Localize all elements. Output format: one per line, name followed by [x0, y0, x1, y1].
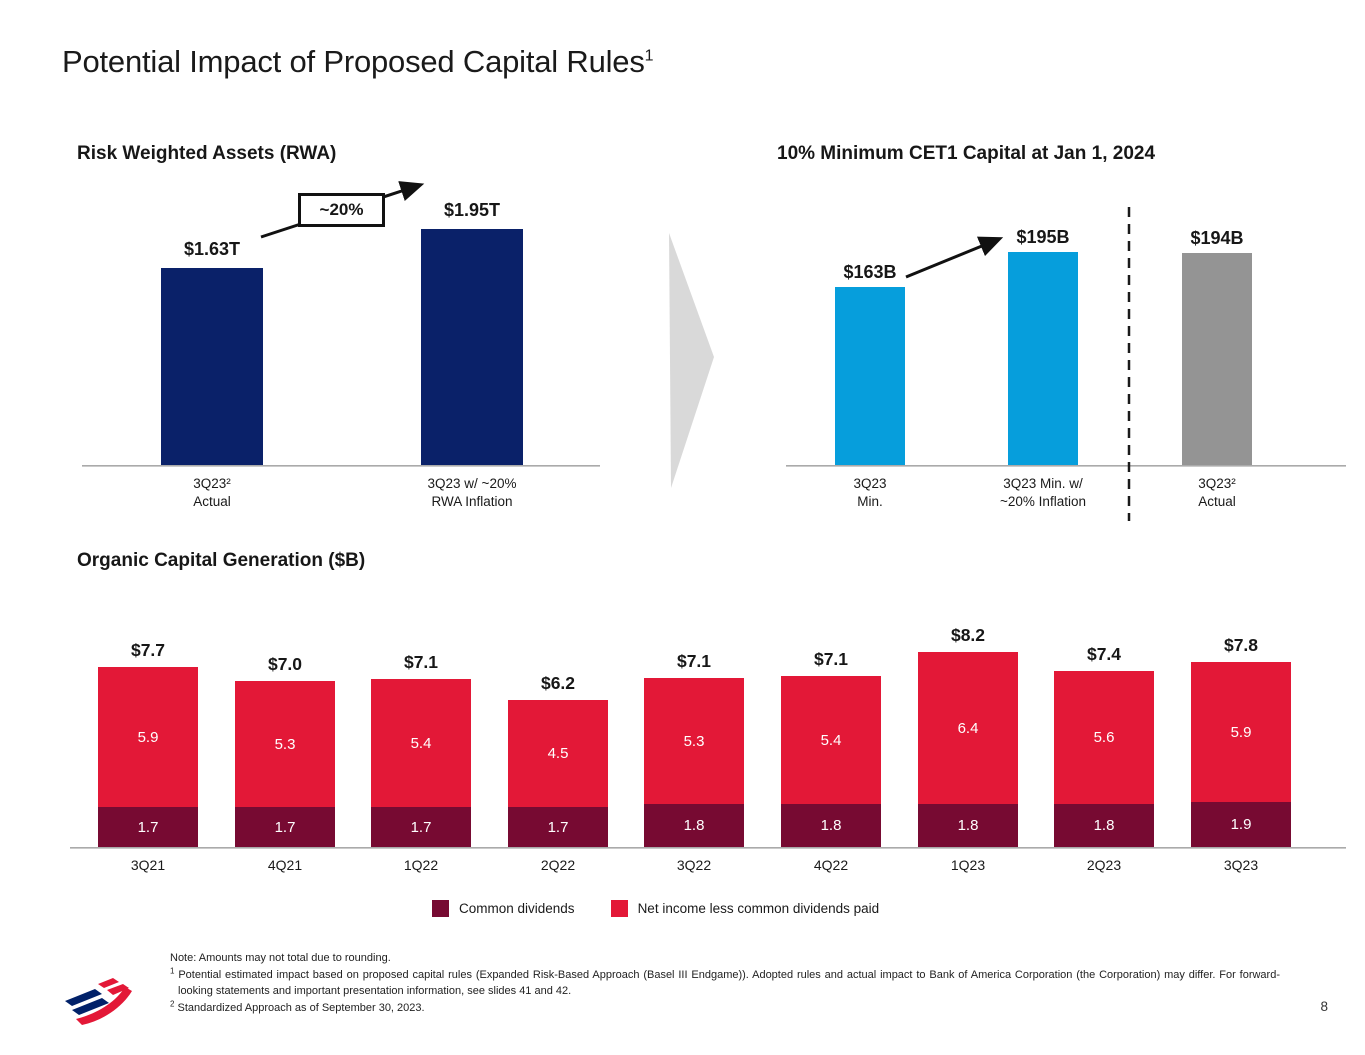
- legend-swatch-common-dividends: [432, 900, 449, 917]
- footnote-2-marker: 2: [170, 998, 175, 1008]
- ocg-total-label: $7.7: [130, 640, 166, 660]
- rwa-axis-label: 3Q23 w/ ~20% RWA Inflation: [427, 476, 517, 509]
- ocg-segment-common-dividends: 1.9: [1191, 802, 1291, 847]
- footnote-1-text: Potential estimated impact based on prop…: [178, 968, 1280, 998]
- cet1-bar-value-label: $163B: [843, 262, 897, 282]
- cet1-bar-value-label: $194B: [1190, 228, 1244, 248]
- ocg-segment-net-income: 5.9: [1191, 662, 1291, 802]
- rwa-axis-label: 3Q23² Actual: [193, 476, 231, 509]
- ocg-segment-net-income: 5.4: [781, 676, 881, 804]
- legend-item-common-dividends: Common dividends: [432, 900, 575, 917]
- footnote-1: 1 Potential estimated impact based on pr…: [170, 965, 1280, 1000]
- ocg-segment-common-dividends: 1.7: [235, 807, 335, 847]
- ocg-legend: Common dividends Net income less common …: [432, 900, 879, 917]
- page-title: Potential Impact of Proposed Capital Rul…: [62, 44, 654, 80]
- ocg-total-label: $7.4: [1086, 644, 1122, 664]
- ocg-axis-label: 4Q21: [267, 857, 303, 873]
- legend-swatch-net-income: [610, 900, 628, 917]
- footnotes: Note: Amounts may not total due to round…: [170, 950, 1280, 1016]
- cet1-bar: [1008, 252, 1078, 465]
- ocg-total-label: $7.1: [813, 649, 849, 669]
- ocg-segment-common-dividends: 1.7: [98, 807, 198, 847]
- title-footnote-ref: 1: [644, 47, 654, 65]
- rwa-callout-label: ~20%: [319, 200, 364, 219]
- ocg-axis-label: 3Q22: [676, 857, 712, 873]
- cet1-bar: [1182, 253, 1252, 465]
- rwa-bar-value-label: $1.95T: [443, 200, 501, 220]
- legend-label-net-income: Net income less common dividends paid: [637, 901, 880, 916]
- cet1-axis-label: 3Q23 Min. w/~20% Inflation: [1000, 476, 1086, 509]
- rwa-bar: [161, 268, 263, 465]
- ocg-total-label: $7.1: [676, 651, 712, 671]
- ocg-total-label: $6.2: [540, 673, 576, 693]
- ocg-segment-common-dividends: 1.7: [371, 807, 471, 847]
- legend-label-common-dividends: Common dividends: [459, 901, 575, 916]
- ocg-axis-label: 4Q22: [813, 857, 849, 873]
- ocg-axis-label: 1Q23: [950, 857, 986, 873]
- ocg-axis-label: 3Q23: [1223, 857, 1259, 873]
- footnote-2-text: Standardized Approach as of September 30…: [177, 1001, 425, 1014]
- footnote-1-marker: 1: [170, 965, 175, 975]
- legend-item-net-income: Net income less common dividends paid: [610, 900, 880, 917]
- footnote-rounding: Note: Amounts may not total due to round…: [170, 952, 391, 964]
- ocg-segment-common-dividends: 1.8: [918, 804, 1018, 847]
- ocg-segment-net-income: 5.4: [371, 679, 471, 807]
- cet1-chart-title: 10% Minimum CET1 Capital at Jan 1, 2024: [777, 143, 1156, 164]
- rwa-bar: [421, 229, 523, 465]
- page-number: 8: [1320, 999, 1328, 1014]
- ocg-segment-common-dividends: 1.8: [781, 804, 881, 847]
- rwa-callout-box: ~20%: [298, 193, 385, 227]
- rwa-bar-value-label: $1.63T: [183, 239, 241, 259]
- cet1-increase-arrow-icon: [905, 236, 1004, 279]
- footnote-2: 2 Standardized Approach as of September …: [170, 998, 1280, 1017]
- cet1-axis-label: 3Q23 Min.: [853, 476, 887, 509]
- ocg-total-label: $7.1: [403, 652, 439, 672]
- ocg-segment-net-income: 5.9: [98, 667, 198, 807]
- ocg-total-label: $7.0: [267, 654, 303, 674]
- ocg-segment-net-income: 5.6: [1054, 671, 1154, 804]
- ocg-segment-common-dividends: 1.7: [508, 807, 608, 847]
- ocg-axis-label: 2Q23: [1086, 857, 1122, 873]
- ocg-total-label: $8.2: [950, 625, 986, 645]
- page-title-text: Potential Impact of Proposed Capital Rul…: [62, 44, 645, 79]
- ocg-axis-label: 2Q22: [540, 857, 576, 873]
- ocg-segment-net-income: 4.5: [508, 700, 608, 807]
- cet1-bar: [835, 287, 905, 465]
- ocg-segment-net-income: 5.3: [235, 681, 335, 807]
- cet1-bar-value-label: $195B: [1016, 227, 1070, 247]
- rwa-chart-title: Risk Weighted Assets (RWA): [77, 143, 337, 164]
- ocg-segment-common-dividends: 1.8: [1054, 804, 1154, 847]
- cet1-axis-label: 3Q23² Actual: [1198, 476, 1236, 509]
- ocg-chart-title: Organic Capital Generation ($B): [77, 550, 366, 571]
- ocg-axis-label: 1Q22: [403, 857, 439, 873]
- ocg-total-label: $7.8: [1223, 635, 1259, 655]
- ocg-segment-common-dividends: 1.8: [644, 804, 744, 847]
- bank-of-america-logo-icon: [65, 978, 132, 1025]
- ocg-segment-net-income: 6.4: [918, 652, 1018, 804]
- ocg-segment-net-income: 5.3: [644, 678, 744, 804]
- transition-arrow-icon: [669, 233, 714, 488]
- ocg-axis-label: 3Q21: [130, 857, 166, 873]
